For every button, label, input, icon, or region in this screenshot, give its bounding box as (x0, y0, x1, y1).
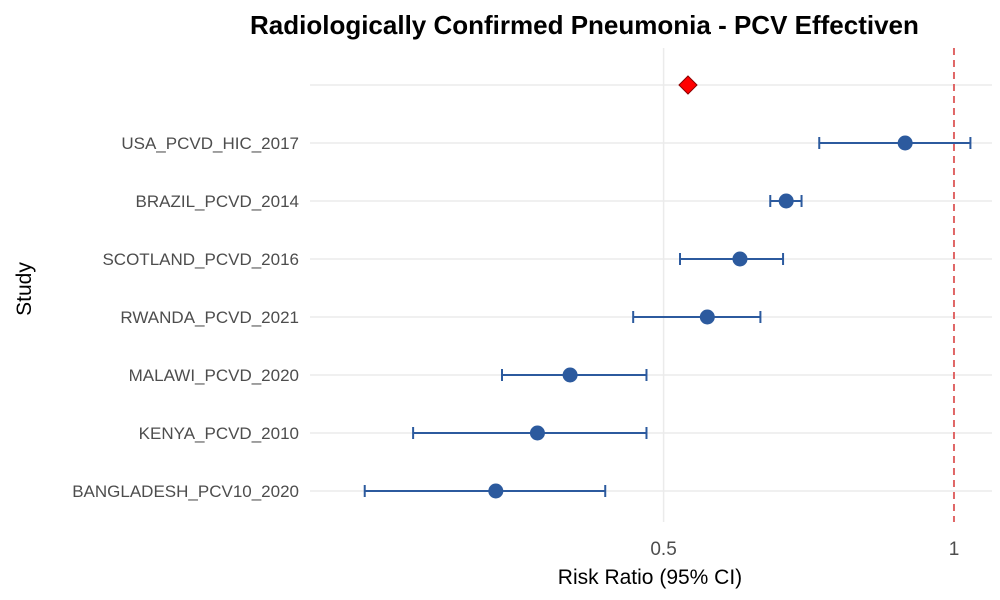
chart-title: Radiologically Confirmed Pneumonia - PCV… (250, 10, 919, 40)
study-label: RWANDA_PCVD_2021 (120, 308, 299, 327)
study-label: SCOTLAND_PCVD_2016 (102, 250, 299, 269)
pooled-estimate-diamond (678, 75, 698, 95)
point-estimate (732, 251, 748, 267)
y-axis-label: Study (13, 262, 36, 316)
x-axis-label: Risk Ratio (95% CI) (558, 566, 742, 589)
grid-layer (310, 48, 992, 522)
study-label: USA_PCVD_HIC_2017 (121, 134, 299, 153)
study-label: BRAZIL_PCVD_2014 (136, 192, 299, 211)
study-label: BANGLADESH_PCV10_2020 (72, 482, 299, 501)
study-label: KENYA_PCVD_2010 (139, 424, 299, 443)
x-tick-label: 1 (949, 539, 960, 560)
point-estimate (778, 193, 794, 209)
labels-layer: 0.5 1 USA_PCVD_HIC_2017 BRAZIL_PCVD_2014 SCO… (72, 134, 959, 560)
marks-layer (363, 75, 972, 499)
point-estimate (488, 483, 504, 499)
x-tick-label: 0.5 (650, 539, 676, 560)
point-estimate (699, 309, 715, 325)
study-label: MALAWI_PCVD_2020 (129, 366, 299, 385)
point-estimate (897, 135, 913, 151)
point-estimate (562, 367, 578, 383)
point-estimate (529, 425, 545, 441)
